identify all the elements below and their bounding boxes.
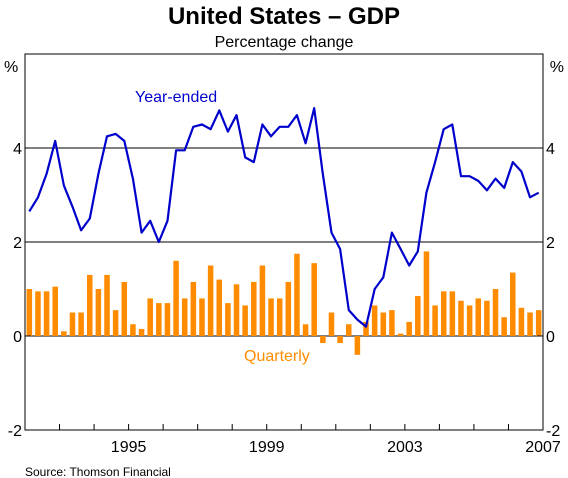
y-tick-label-right: 4 [546,141,555,158]
quarterly-bar [276,298,283,336]
right-unit-label: % [550,59,564,76]
quarterly-bar [423,251,430,336]
quarterly-bar [475,298,482,336]
y-tick-label-left: 0 [13,329,22,346]
chart-subtitle: Percentage change [215,34,354,51]
y-tick-label-right: 0 [546,329,555,346]
x-axis-ticks: 1995 1999 2003 2007 [24,424,561,456]
quarterly-bar [164,303,171,336]
quarterly-bar [484,300,490,336]
y-tick-label-right: 2 [546,235,555,252]
quarterly-bar [61,331,67,336]
quarterly-bar [397,333,404,336]
quarterly-bar [518,307,525,336]
quarterly-bar [225,303,231,336]
quarterly-bar [147,298,153,336]
quarterly-bar [181,298,188,336]
quarterly-bar [95,289,102,336]
y-tick-label-right: -2 [546,423,560,440]
quarterly-bar [259,265,266,336]
y-tick-label-left: 2 [13,235,22,252]
quarterly-bar [527,312,533,336]
quarterly-bar [251,281,257,336]
quarterly-bar [156,303,162,336]
quarterly-bar [86,274,93,336]
quarterly-bar [199,298,205,336]
quarterly-bar [363,321,369,336]
quarterly-bar [501,317,507,336]
x-tick-label: 2003 [387,439,423,456]
quarterly-bar [380,312,387,336]
quarterly-bar [78,312,84,336]
quarterly-bar [406,321,412,336]
year-ended-label: Year-ended [135,89,217,106]
source-note: Source: Thomson Financial [25,465,171,478]
quarterly-bar [26,289,33,336]
quarterly-bar [285,281,292,336]
quarterly-bar [294,253,300,336]
quarterly-bar [104,274,110,336]
quarterly-bar [121,281,128,336]
quarterly-bar [354,336,361,355]
quarterly-bar [535,310,542,336]
quarterly-bar [242,305,248,336]
quarterly-bar [233,284,240,336]
quarterly-bar [190,281,197,336]
quarterly-bar [216,279,223,336]
quarterly-bar [35,291,41,336]
quarterly-bar [389,310,395,336]
quarterly-bar [440,291,447,336]
quarterly-bar [69,312,76,336]
x-tick-label: 1999 [249,439,285,456]
quarterly-bar [371,305,378,336]
quarterly-bar [173,260,179,336]
y-tick-label-left: 4 [13,141,22,158]
y-tick-label-left: -2 [8,423,22,440]
left-unit-label: % [4,59,18,76]
quarterly-bar [466,305,473,336]
quarterly-bar [449,291,456,336]
quarterly-bar [345,324,352,336]
quarterly-bar [510,272,516,336]
year-ended-line [28,107,540,328]
quarterly-bar [458,300,464,336]
quarterly-bar [207,265,214,336]
quarterly-bar [43,291,50,336]
quarterly-bar [130,324,136,336]
quarterly-bar [112,310,119,336]
quarterly-bars [26,251,542,355]
quarterly-bar [415,296,421,336]
quarterly-bar [138,328,145,336]
chart-title: United States – GDP [168,3,400,30]
y-axis-ticks: -2 -2 0 0 2 2 4 4 [8,141,561,440]
quarterly-bar [492,289,499,336]
x-tick-label: 2007 [525,439,561,456]
x-tick-label: 1995 [111,439,147,456]
quarterly-bar [328,312,335,336]
quarterly-bar [432,305,438,336]
quarterly-bar [337,336,343,344]
quarterly-label: Quarterly [244,348,310,365]
quarterly-bar [302,324,309,336]
quarterly-bar [320,336,326,344]
quarterly-bar [311,263,317,336]
quarterly-bar [268,298,274,336]
quarterly-bar [52,286,58,336]
